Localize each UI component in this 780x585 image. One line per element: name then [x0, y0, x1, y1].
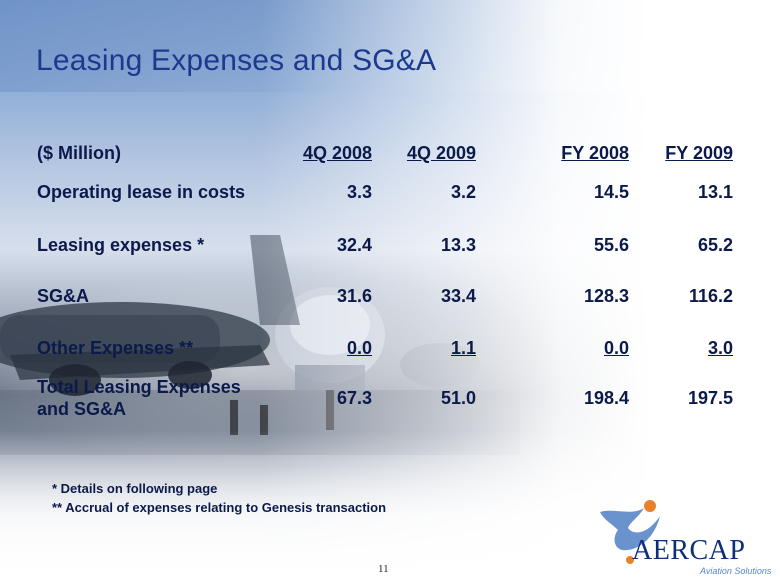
- slide-title: Leasing Expenses and SG&A: [36, 44, 437, 77]
- footnote-details: * Details on following page: [52, 481, 218, 496]
- aercap-logo-swoosh-icon: [600, 500, 660, 564]
- aercap-logo-tagline: Aviation Solutions: [700, 566, 772, 576]
- aercap-logo-text: AERCAP: [632, 535, 746, 566]
- page-number: 11: [378, 563, 389, 575]
- footnote-genesis: ** Accrual of expenses relating to Genes…: [52, 500, 387, 515]
